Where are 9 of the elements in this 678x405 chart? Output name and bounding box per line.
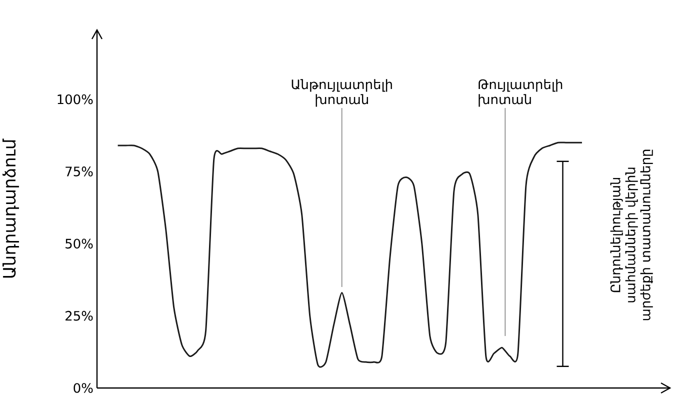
text: Ընդունելիության սահմանների վերին արժեքի տատանումները [610, 150, 653, 320]
y-tick-label: 0% [74, 383, 93, 393]
annotation: Թույլատրելի խոտան [478, 79, 562, 107]
y-tick-label: 100% [58, 94, 93, 104]
y-axis-title: Անդրադարձում [2, 138, 19, 278]
annotation: Անթույլատրելի խոտան [292, 79, 392, 107]
y-tick-label: 50% [66, 238, 93, 249]
y-tick-label: 25% [66, 310, 93, 321]
y-tick-label: 75% [66, 166, 93, 176]
